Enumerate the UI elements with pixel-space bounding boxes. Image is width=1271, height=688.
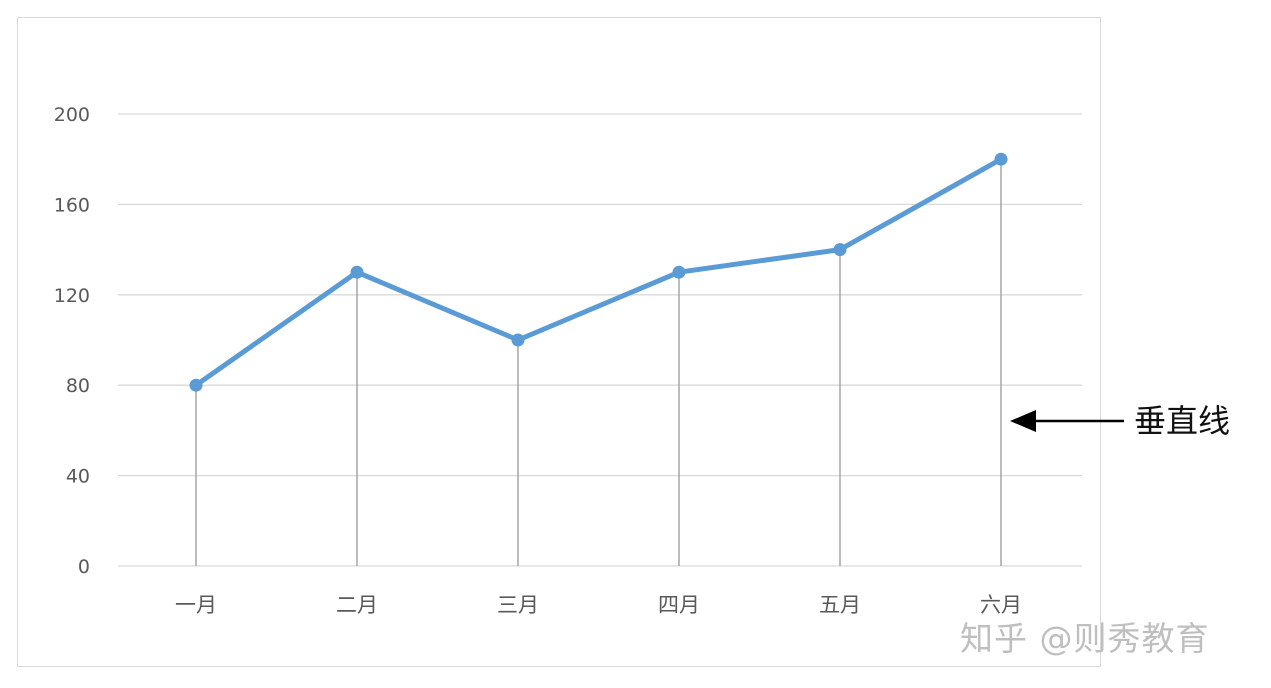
data-point	[350, 265, 364, 279]
x-tick-label: 三月	[497, 593, 539, 617]
y-tick-label: 160	[54, 194, 90, 216]
data-point	[511, 333, 525, 347]
data-point	[672, 265, 686, 279]
y-tick-label: 200	[54, 104, 90, 126]
data-point	[189, 378, 203, 392]
gridlines	[118, 113, 1082, 567]
y-tick-label: 120	[54, 285, 90, 307]
x-axis-tick-labels: 一月 二月 三月 四月 五月 六月	[175, 593, 1022, 617]
y-tick-label: 0	[78, 556, 90, 578]
x-tick-label: 一月	[175, 593, 217, 617]
x-tick-label: 二月	[336, 593, 378, 617]
data-point	[833, 243, 847, 257]
annotation-label: 垂直线	[1134, 402, 1230, 440]
series-line-layer	[193, 156, 1004, 388]
chart-frame	[17, 17, 1101, 667]
drop-lines	[195, 159, 1002, 566]
data-points	[189, 152, 1008, 392]
annotation: 垂直线	[1010, 402, 1230, 440]
annotation-arrow-head-icon	[1010, 410, 1036, 432]
data-point	[994, 152, 1008, 166]
watermark-text: 知乎 @则秀教育	[960, 619, 1210, 658]
y-axis-tick-labels: 0 40 80 120 160 200	[54, 104, 90, 578]
x-tick-label: 六月	[980, 593, 1022, 617]
y-tick-label: 80	[66, 375, 90, 397]
x-tick-label: 五月	[819, 593, 861, 617]
y-tick-label: 40	[66, 466, 90, 488]
series-line	[193, 156, 1004, 388]
x-tick-label: 四月	[658, 593, 700, 617]
